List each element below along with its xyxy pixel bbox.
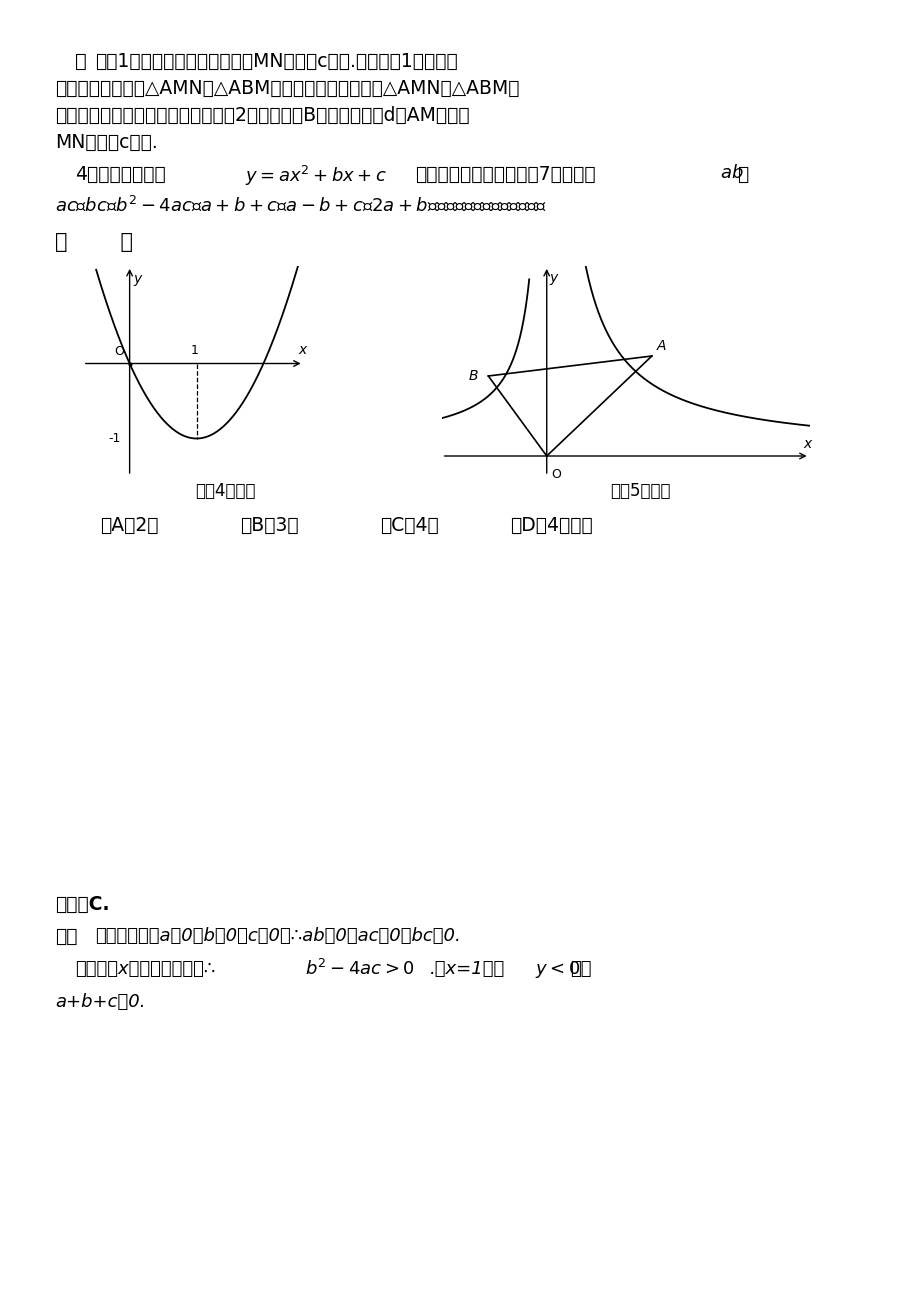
Text: y: y <box>549 271 557 285</box>
Text: $y<0$: $y<0$ <box>535 960 580 980</box>
Text: $ab$: $ab$ <box>720 164 743 182</box>
Text: O: O <box>550 469 561 482</box>
Text: x: x <box>298 344 306 358</box>
Text: O: O <box>114 345 124 358</box>
Text: 解：: 解： <box>55 927 77 947</box>
Text: 抛物线与x轴有两个交点，∴: 抛物线与x轴有两个交点，∴ <box>75 960 215 978</box>
Text: 由图象可得：a＞0，b＜0，c＞0，∴ab＜0，ac＞0，bc＜0.: 由图象可得：a＞0，b＜0，c＞0，∴ab＜0，ac＞0，bc＜0. <box>95 927 460 945</box>
Text: A: A <box>656 340 665 354</box>
Text: .当x=1时，: .当x=1时， <box>429 960 505 978</box>
Text: 【        】: 【 】 <box>55 232 133 253</box>
Text: ，即: ，即 <box>570 960 591 978</box>
Text: y: y <box>133 272 142 286</box>
Text: $y=ax^2+bx+c$: $y=ax^2+bx+c$ <box>244 164 387 187</box>
Text: B: B <box>468 368 477 383</box>
Text: 解: 解 <box>75 52 86 72</box>
Text: 将图1中的平面图折成正方体，MN和线段c重合.不妨设图1中完整的: 将图1中的平面图折成正方体，MN和线段c重合.不妨设图1中完整的 <box>95 52 458 72</box>
Text: 4．已知二次函数: 4．已知二次函数 <box>75 165 165 184</box>
Text: $b^2-4ac>0$: $b^2-4ac>0$ <box>305 960 414 979</box>
Text: MN与线段c重合.: MN与线段c重合. <box>55 133 157 152</box>
Text: （B）3个: （B）3个 <box>240 516 299 535</box>
Text: x: x <box>803 437 811 450</box>
Text: （第5题图）: （第5题图） <box>609 482 670 500</box>
Text: （A）2个: （A）2个 <box>100 516 158 535</box>
Text: a+b+c＜0.: a+b+c＜0. <box>55 993 145 1010</box>
Text: 的图象如图所示，则下列7个代数式: 的图象如图所示，则下列7个代数式 <box>414 165 595 184</box>
Text: 1: 1 <box>190 345 199 358</box>
Text: （第4题图）: （第4题图） <box>195 482 255 500</box>
Text: （C）4个: （C）4个 <box>380 516 438 535</box>
Text: 【答】C.: 【答】C. <box>55 894 109 914</box>
Text: -1: -1 <box>108 432 121 445</box>
Text: 正方形为完整面，△AMN和△ABM所在的面为组合面，则△AMN和△ABM所: 正方形为完整面，△AMN和△ABM所在的面为组合面，则△AMN和△ABM所 <box>55 79 519 98</box>
Text: （D）4个以上: （D）4个以上 <box>509 516 592 535</box>
Text: $ac$，$bc$，$b^2-4ac$，$a+b+c$，$a-b+c$，$2a+b$中，其值为正的式子的个数为: $ac$，$bc$，$b^2-4ac$，$a+b+c$，$a-b+c$，$2a+… <box>55 195 546 215</box>
Text: ，: ， <box>736 165 747 184</box>
Text: 在的面为两个相邻的组合面，比较图2，首先确定B点，所以线段d与AM重合，: 在的面为两个相邻的组合面，比较图2，首先确定B点，所以线段d与AM重合， <box>55 105 469 125</box>
